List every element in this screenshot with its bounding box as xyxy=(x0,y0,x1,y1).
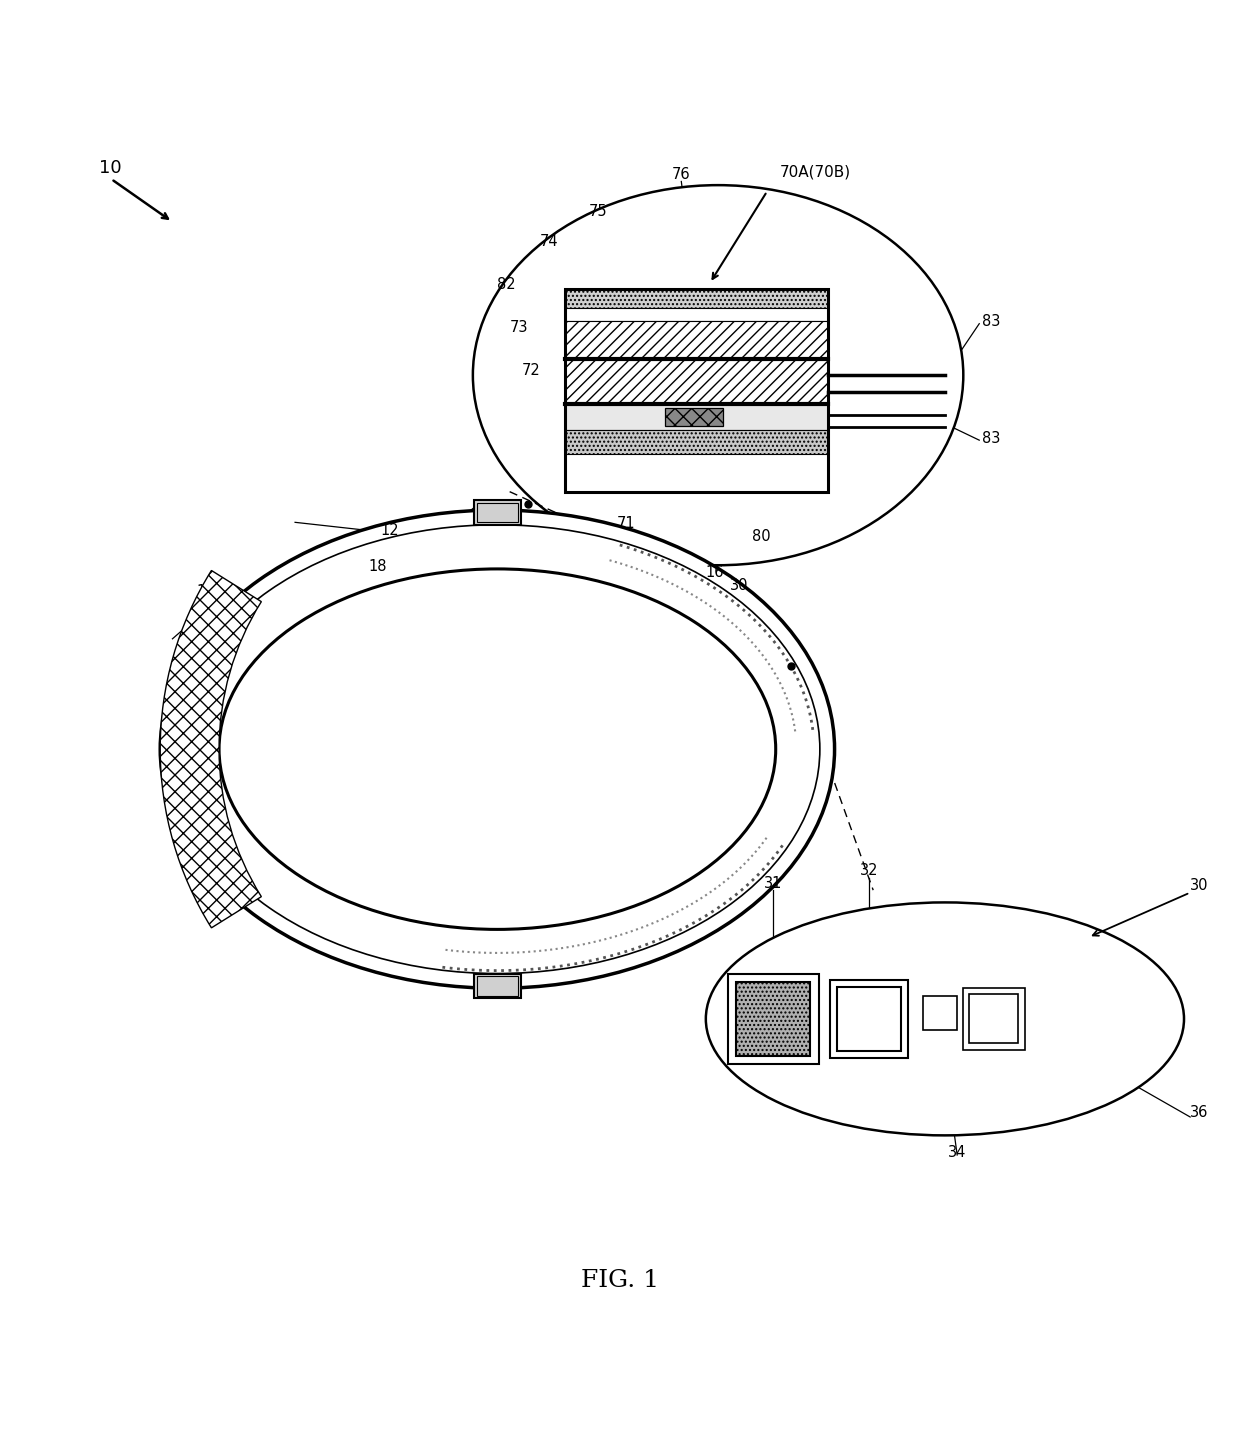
Ellipse shape xyxy=(706,902,1184,1135)
Text: 12: 12 xyxy=(381,523,399,537)
Text: 80: 80 xyxy=(751,529,770,543)
Bar xyxy=(565,404,828,430)
Text: 14: 14 xyxy=(197,675,216,691)
Bar xyxy=(565,308,828,320)
Text: 34: 34 xyxy=(949,1145,966,1161)
Text: 30: 30 xyxy=(730,578,749,592)
Bar xyxy=(474,500,521,525)
Text: 32: 32 xyxy=(859,864,878,878)
Bar xyxy=(565,320,828,359)
Bar xyxy=(728,973,818,1065)
Text: 71: 71 xyxy=(616,516,635,532)
Bar xyxy=(970,994,1018,1043)
Text: 70A: 70A xyxy=(434,658,463,673)
Text: 75: 75 xyxy=(589,204,608,218)
Bar xyxy=(565,359,828,404)
Text: 18: 18 xyxy=(368,559,387,575)
Text: 20: 20 xyxy=(534,856,553,871)
Bar xyxy=(963,989,1024,1049)
Ellipse shape xyxy=(472,185,963,565)
Bar xyxy=(837,987,900,1050)
Text: 83: 83 xyxy=(982,315,1001,329)
Bar xyxy=(830,980,908,1058)
Bar xyxy=(565,289,828,491)
Text: FIG. 1: FIG. 1 xyxy=(582,1269,658,1292)
Bar xyxy=(923,996,957,1030)
Bar xyxy=(476,976,518,996)
Bar xyxy=(565,289,828,308)
Bar xyxy=(476,503,518,522)
Bar xyxy=(565,430,828,454)
Bar xyxy=(474,973,521,999)
Text: 76: 76 xyxy=(672,167,691,182)
Wedge shape xyxy=(160,570,262,928)
Bar xyxy=(737,981,810,1056)
Text: 12: 12 xyxy=(197,792,216,808)
Text: 70B: 70B xyxy=(358,842,387,856)
Ellipse shape xyxy=(160,510,835,989)
Text: 70A(70B): 70A(70B) xyxy=(780,164,851,180)
Text: 31: 31 xyxy=(764,875,782,891)
Bar xyxy=(665,408,723,425)
Text: 73: 73 xyxy=(510,320,528,335)
Text: 30: 30 xyxy=(1190,878,1209,894)
Text: 83: 83 xyxy=(982,431,1001,445)
Text: 16: 16 xyxy=(706,566,724,581)
Text: 72: 72 xyxy=(522,364,541,378)
Text: 10: 10 xyxy=(99,160,122,177)
Text: 36: 36 xyxy=(1190,1105,1209,1119)
Text: 74: 74 xyxy=(541,234,559,250)
Ellipse shape xyxy=(219,569,776,930)
Text: 82: 82 xyxy=(497,277,516,292)
Text: 12: 12 xyxy=(197,583,216,599)
